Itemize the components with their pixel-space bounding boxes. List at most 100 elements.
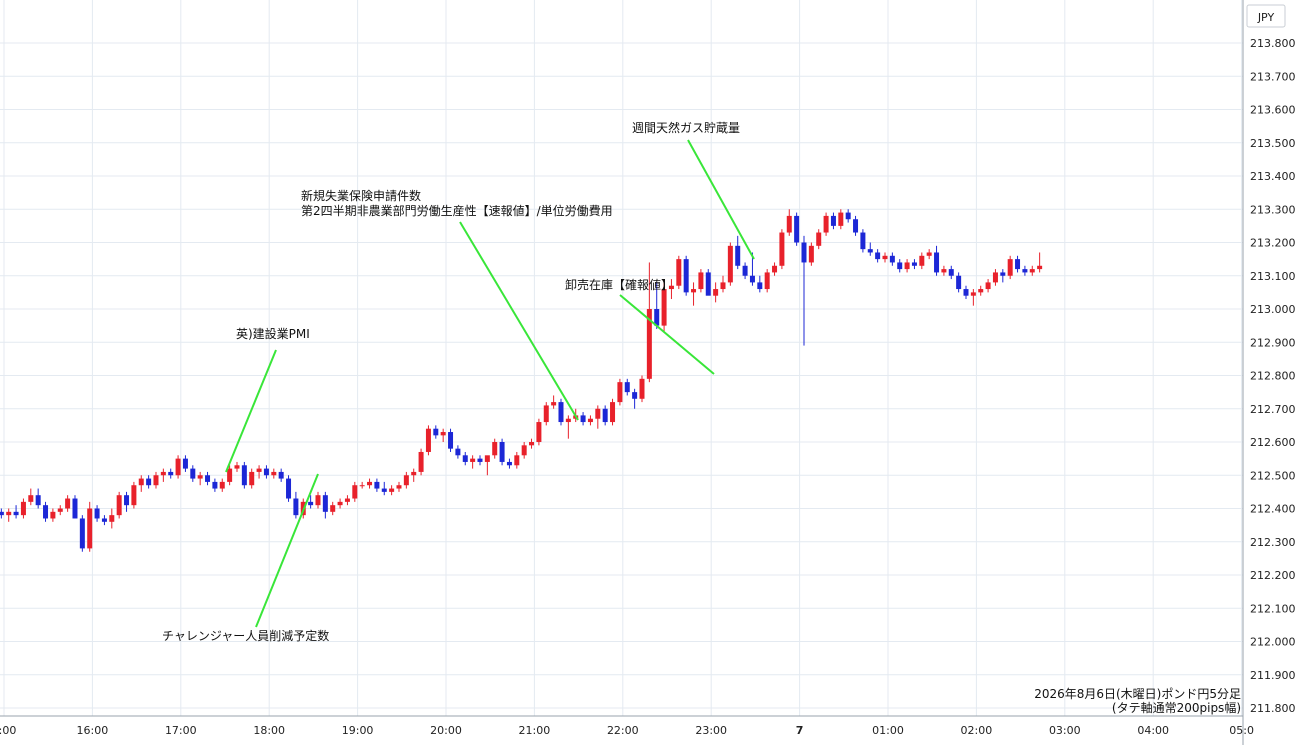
candle-body [529, 442, 534, 445]
x-tick-label: 03:00 [1049, 724, 1081, 737]
candle-body [750, 276, 755, 283]
candle-body [264, 469, 269, 476]
y-tick-label: 211.800 [1250, 702, 1296, 715]
candle-body [684, 259, 689, 292]
candle-body [168, 472, 173, 475]
candle-body [198, 475, 203, 478]
candle-body [0, 512, 4, 515]
candle [588, 415, 593, 425]
candle-body [610, 402, 615, 422]
candle [58, 505, 63, 515]
candle-body [986, 282, 991, 289]
annotation-line [620, 295, 714, 374]
candle-body [279, 472, 284, 479]
candle-body [477, 459, 482, 462]
candle-body [1015, 259, 1020, 269]
candle [485, 455, 490, 475]
candle [890, 252, 895, 265]
candle [338, 499, 343, 509]
candle-body [271, 472, 276, 475]
candle-body [109, 515, 114, 522]
candle-body [411, 472, 416, 475]
candle [183, 455, 188, 472]
candle-body [124, 495, 129, 505]
candle [286, 475, 291, 502]
candle-body [500, 442, 505, 462]
candle-body [190, 469, 195, 479]
y-tick-label: 212.600 [1250, 436, 1296, 449]
candle-body [625, 382, 630, 392]
candle-body [941, 269, 946, 272]
candle-body [676, 259, 681, 286]
candle [743, 262, 748, 279]
x-tick-label: 7 [796, 724, 804, 737]
candles [0, 209, 1042, 551]
candle-body [772, 266, 777, 273]
candle [315, 492, 320, 509]
y-tick-label: 213.000 [1250, 303, 1296, 316]
candle [927, 249, 932, 259]
candle-body [485, 455, 490, 462]
candle-body [50, 512, 55, 519]
candle [419, 449, 424, 476]
x-tick-label: 23:00 [695, 724, 727, 737]
candle [581, 412, 586, 425]
candle [14, 505, 19, 518]
candle [6, 509, 11, 522]
candle [95, 505, 100, 522]
candle [382, 482, 387, 495]
candle [831, 213, 836, 230]
candle [139, 475, 144, 492]
candle-body [433, 429, 438, 436]
candle [912, 259, 917, 269]
candle-body [441, 432, 446, 435]
annotation: 新規失業保険申請件数第2四半期非農業部門労働生産性【速報値】/単位労働費用 [301, 188, 613, 420]
candle [558, 399, 563, 426]
candle [978, 286, 983, 296]
candle-body [470, 459, 475, 462]
candle-body [765, 272, 770, 289]
candle [897, 259, 902, 272]
candle [72, 495, 77, 518]
candle-body [588, 419, 593, 422]
candle-body [426, 429, 431, 452]
candle [352, 482, 357, 502]
candle [809, 243, 814, 266]
candle-body [58, 509, 63, 512]
candle-body [735, 246, 740, 266]
candle [448, 429, 453, 452]
candle [293, 492, 298, 519]
candle-body [912, 262, 917, 265]
candle-body [352, 485, 357, 498]
candle-body [838, 213, 843, 226]
annotation-text: 卸売在庫【確報値】 [565, 277, 673, 292]
candle [1022, 266, 1027, 276]
candle [198, 472, 203, 485]
candle-body [691, 289, 696, 292]
candle-body [242, 465, 247, 485]
y-tick-label: 213.200 [1250, 237, 1296, 250]
candle-body [632, 392, 637, 399]
currency-box: JPY [1247, 5, 1285, 27]
candle [477, 455, 482, 465]
candle-body [831, 216, 836, 226]
candle [617, 379, 622, 406]
candle [109, 509, 114, 529]
candle [713, 282, 718, 302]
annotation: 週間天然ガス貯蔵量 [632, 120, 754, 259]
candle-body [787, 216, 792, 233]
y-tick-label: 213.500 [1250, 137, 1296, 150]
candle [21, 499, 26, 519]
candle [102, 515, 107, 525]
candle [919, 252, 924, 269]
y-tick-label: 213.400 [1250, 170, 1296, 183]
candle-body [234, 465, 239, 468]
candle [934, 246, 939, 276]
annotation-text: 英)建設業PMI [236, 326, 310, 341]
candle [816, 229, 821, 249]
candle-body [183, 459, 188, 469]
candle [404, 472, 409, 489]
candle-body [698, 272, 703, 289]
candle [801, 236, 806, 346]
